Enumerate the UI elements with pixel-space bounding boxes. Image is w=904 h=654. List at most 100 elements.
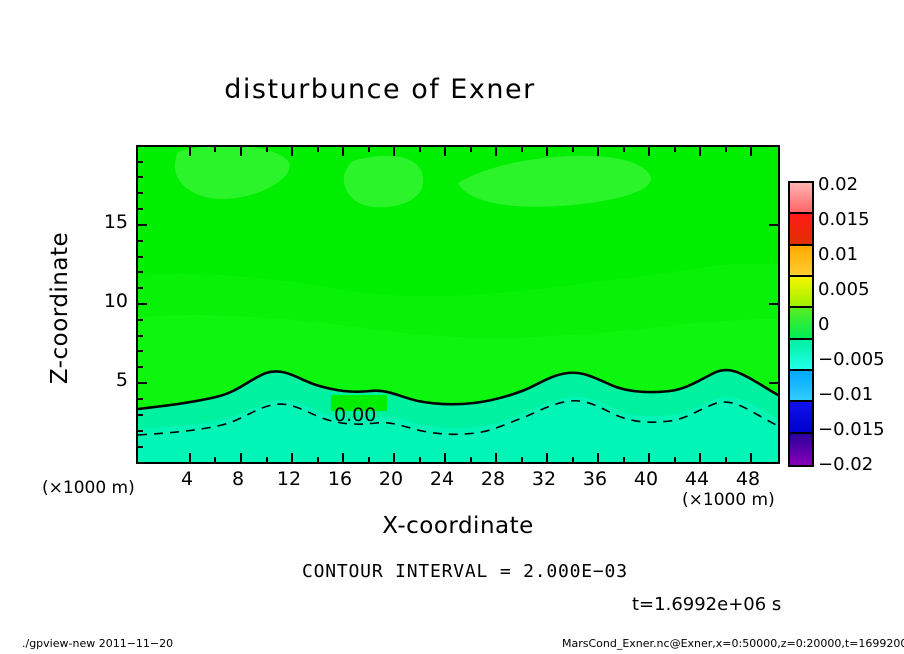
y-tick-label: 10 bbox=[103, 290, 128, 312]
y-tick-right-major bbox=[769, 224, 778, 226]
x-tick-top-minor bbox=[725, 147, 727, 152]
x-tick-minor bbox=[214, 457, 216, 462]
y-tick-minor bbox=[138, 335, 143, 337]
colorbar-cell bbox=[790, 308, 812, 340]
x-tick-top-major bbox=[444, 147, 446, 156]
x-tick-top-major bbox=[495, 147, 497, 156]
colorbar-cell bbox=[790, 433, 812, 465]
colorbar[interactable] bbox=[788, 181, 814, 467]
x-tick-major bbox=[597, 453, 599, 462]
colorbar-label: −0.01 bbox=[818, 384, 874, 405]
x-tick-top-major bbox=[342, 147, 344, 156]
y-tick-minor bbox=[138, 319, 143, 321]
x-tick-major bbox=[699, 453, 701, 462]
colorbar-cell bbox=[790, 183, 812, 215]
x-tick-minor bbox=[572, 457, 574, 462]
colorbar-label: 0.01 bbox=[818, 244, 859, 265]
y-tick-minor bbox=[138, 366, 143, 368]
x-axis-title: X-coordinate bbox=[382, 513, 534, 539]
y-tick-minor bbox=[138, 446, 143, 448]
x-tick-label: 16 bbox=[327, 468, 353, 490]
colorbar-label: −0.02 bbox=[818, 454, 874, 475]
y-tick-minor bbox=[138, 287, 143, 289]
x-tick-major bbox=[240, 453, 242, 462]
x-units-right-label: (×1000 m) bbox=[682, 490, 775, 510]
timestamp-text: t=1.6992e+06 s bbox=[632, 594, 782, 615]
x-tick-top-minor bbox=[317, 147, 319, 152]
colorbar-cell bbox=[790, 214, 812, 246]
y-tick-minor bbox=[138, 208, 143, 210]
colorbar-cell bbox=[790, 370, 812, 403]
colorbar-cell bbox=[790, 339, 812, 371]
y-tick-major bbox=[138, 303, 147, 305]
x-tick-top-major bbox=[240, 147, 242, 156]
x-units-left-label: (×1000 m) bbox=[42, 478, 135, 498]
x-tick-top-major bbox=[750, 147, 752, 156]
x-tick-label: 20 bbox=[378, 468, 404, 490]
x-tick-top-minor bbox=[266, 147, 268, 152]
colorbar-label: 0.005 bbox=[818, 279, 870, 300]
y-tick-right-major bbox=[769, 382, 778, 384]
x-tick-label: 40 bbox=[633, 468, 659, 490]
x-tick-top-major bbox=[393, 147, 395, 156]
x-tick-top-major bbox=[699, 147, 701, 156]
x-tick-top-major bbox=[546, 147, 548, 156]
x-tick-top-minor bbox=[214, 147, 216, 152]
x-tick-minor bbox=[521, 457, 523, 462]
y-tick-major bbox=[138, 382, 147, 384]
x-tick-top-major bbox=[648, 147, 650, 156]
colorbar-label: 0.015 bbox=[818, 209, 870, 230]
y-tick-minor bbox=[138, 414, 143, 416]
colorbar-label: 0.02 bbox=[818, 174, 859, 195]
x-tick-minor bbox=[317, 457, 319, 462]
x-tick-top-minor bbox=[572, 147, 574, 152]
x-tick-top-major bbox=[597, 147, 599, 156]
x-tick-major bbox=[393, 453, 395, 462]
y-tick-minor bbox=[138, 256, 143, 258]
y-tick-major bbox=[138, 224, 147, 226]
x-tick-major bbox=[189, 453, 191, 462]
x-tick-minor bbox=[419, 457, 421, 462]
x-tick-major bbox=[750, 453, 752, 462]
y-axis-title: Z-coordinate bbox=[47, 231, 73, 385]
footer-command-text: ./gpview-new 2011−11−20 bbox=[22, 637, 174, 650]
x-tick-label: 28 bbox=[480, 468, 506, 490]
colorbar-cell bbox=[790, 245, 812, 277]
x-tick-top-major bbox=[189, 147, 191, 156]
x-tick-major bbox=[291, 453, 293, 462]
x-tick-label: 12 bbox=[276, 468, 302, 490]
x-tick-minor bbox=[266, 457, 268, 462]
colorbar-cell bbox=[790, 402, 812, 434]
x-tick-top-minor bbox=[623, 147, 625, 152]
x-tick-top-minor bbox=[419, 147, 421, 152]
x-tick-label: 4 bbox=[180, 468, 194, 490]
x-tick-minor bbox=[674, 457, 676, 462]
x-tick-minor bbox=[368, 457, 370, 462]
colorbar-label: −0.005 bbox=[818, 349, 885, 370]
x-tick-label: 48 bbox=[735, 468, 761, 490]
x-tick-label: 32 bbox=[531, 468, 557, 490]
x-tick-major bbox=[495, 453, 497, 462]
x-tick-top-minor bbox=[521, 147, 523, 152]
y-tick-minor bbox=[138, 192, 143, 194]
x-tick-major bbox=[342, 453, 344, 462]
x-tick-major bbox=[444, 453, 446, 462]
contour-field bbox=[138, 147, 778, 462]
x-tick-minor bbox=[470, 457, 472, 462]
y-tick-right-major bbox=[769, 303, 778, 305]
x-tick-top-minor bbox=[368, 147, 370, 152]
footer-source-text: MarsCond_Exner.nc@Exner,x=0:50000,z=0:20… bbox=[562, 637, 904, 650]
y-tick-label: 5 bbox=[115, 369, 128, 391]
colorbar-label: −0.015 bbox=[818, 419, 885, 440]
y-tick-minor bbox=[138, 430, 143, 432]
plot-area[interactable] bbox=[136, 145, 780, 464]
y-tick-minor bbox=[138, 161, 143, 163]
x-tick-major bbox=[546, 453, 548, 462]
y-tick-label: 15 bbox=[103, 211, 128, 233]
x-tick-label: 24 bbox=[429, 468, 455, 490]
y-tick-minor bbox=[138, 350, 143, 352]
contour-interval-text: CONTOUR INTERVAL = 2.000E−03 bbox=[302, 561, 628, 582]
x-tick-top-minor bbox=[674, 147, 676, 152]
y-tick-minor bbox=[138, 398, 143, 400]
x-tick-top-major bbox=[291, 147, 293, 156]
